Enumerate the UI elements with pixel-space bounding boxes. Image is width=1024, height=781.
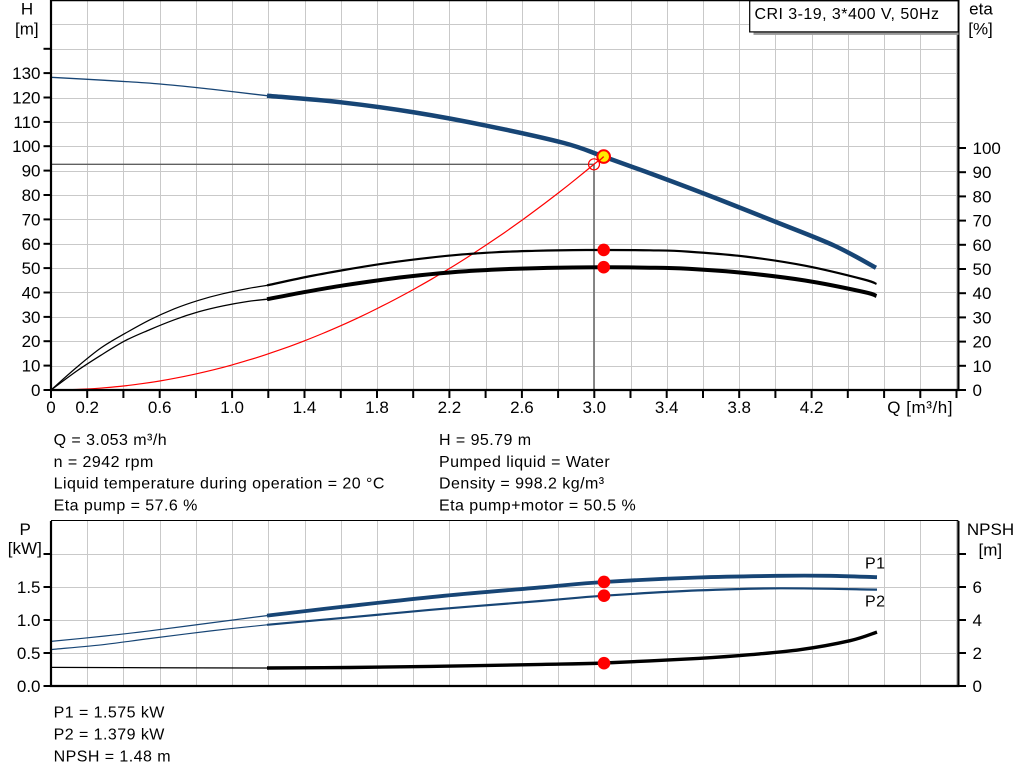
svg-text:eta: eta [969,0,993,19]
svg-text:0.2: 0.2 [75,398,99,417]
svg-text:1.5: 1.5 [17,578,41,597]
svg-text:2.2: 2.2 [438,398,462,417]
svg-text:80: 80 [22,186,41,205]
svg-text:P2 = 1.379 kW: P2 = 1.379 kW [54,727,166,744]
svg-text:2: 2 [973,644,982,663]
svg-text:40: 40 [22,284,41,303]
svg-text:6: 6 [973,578,982,597]
svg-text:20: 20 [973,333,992,352]
svg-text:NPSH = 1.48 m: NPSH = 1.48 m [54,749,171,766]
svg-text:40: 40 [973,284,992,303]
svg-text:10: 10 [22,357,41,376]
svg-text:Density = 998.2 kg/m³: Density = 998.2 kg/m³ [439,476,605,493]
svg-text:Eta pump = 57.6 %: Eta pump = 57.6 % [54,497,198,514]
svg-text:50: 50 [22,259,41,278]
svg-text:3.0: 3.0 [582,398,606,417]
svg-text:50: 50 [973,260,992,279]
svg-text:90: 90 [973,163,992,182]
svg-text:90: 90 [22,162,41,181]
svg-text:Q = 3.053 m³/h: Q = 3.053 m³/h [54,432,167,449]
svg-text:30: 30 [22,308,41,327]
svg-text:1.4: 1.4 [293,398,317,417]
svg-text:110: 110 [13,113,40,132]
svg-text:0: 0 [973,381,982,400]
svg-text:Q [m³/h]: Q [m³/h] [887,398,953,417]
svg-text:0.5: 0.5 [17,644,41,663]
svg-text:130: 130 [12,64,40,83]
svg-text:100: 100 [12,137,40,156]
svg-text:0.0: 0.0 [17,677,41,696]
svg-text:n = 2942 rpm: n = 2942 rpm [54,454,154,471]
svg-text:120: 120 [12,89,40,108]
svg-text:60: 60 [973,236,992,255]
svg-text:P1 = 1.575 kW: P1 = 1.575 kW [54,705,166,722]
svg-text:[%]: [%] [968,20,993,39]
svg-text:30: 30 [973,308,992,327]
svg-text:3.8: 3.8 [727,398,751,417]
svg-text:60: 60 [22,235,41,254]
svg-text:H: H [21,0,33,19]
svg-text:100: 100 [973,139,1001,158]
svg-text:3.4: 3.4 [655,398,679,417]
svg-text:Pumped liquid = Water: Pumped liquid = Water [439,454,610,471]
svg-text:Liquid temperature during oper: Liquid temperature during operation = 20… [54,476,385,493]
svg-text:P1: P1 [865,556,885,573]
svg-text:1.8: 1.8 [365,398,389,417]
svg-text:[m]: [m] [15,19,39,38]
svg-text:4: 4 [973,611,982,630]
svg-text:P: P [20,520,31,539]
svg-text:P2: P2 [865,594,885,611]
svg-text:70: 70 [973,212,992,231]
svg-text:NPSH: NPSH [967,520,1014,539]
svg-text:20: 20 [22,332,41,351]
svg-text:4.2: 4.2 [800,398,824,417]
svg-text:1.0: 1.0 [17,611,41,630]
svg-text:0: 0 [973,677,982,696]
svg-text:[kW]: [kW] [8,539,42,558]
svg-text:10: 10 [973,357,992,376]
svg-text:Eta pump+motor = 50.5 %: Eta pump+motor = 50.5 % [439,497,636,514]
svg-text:1.0: 1.0 [220,398,244,417]
svg-text:0: 0 [46,398,55,417]
svg-text:80: 80 [973,187,992,206]
svg-text:2.6: 2.6 [510,398,534,417]
svg-text:0.6: 0.6 [148,398,172,417]
svg-text:0: 0 [31,381,40,400]
svg-text:70: 70 [22,210,41,229]
svg-text:CRI 3-19, 3*400 V, 50Hz: CRI 3-19, 3*400 V, 50Hz [755,6,940,23]
svg-text:[m]: [m] [978,540,1002,559]
svg-text:H = 95.79 m: H = 95.79 m [439,432,532,449]
